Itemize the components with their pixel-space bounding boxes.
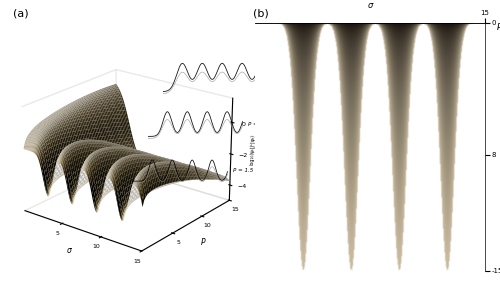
Text: P = 1.5: P = 1.5 bbox=[232, 168, 253, 173]
Text: P = 10: P = 10 bbox=[262, 75, 281, 80]
Text: P = 5: P = 5 bbox=[248, 122, 262, 127]
X-axis label: σ: σ bbox=[368, 1, 372, 10]
Text: (b): (b) bbox=[252, 8, 268, 18]
Y-axis label: P: P bbox=[200, 238, 205, 247]
Text: P: P bbox=[496, 23, 500, 32]
X-axis label: σ: σ bbox=[66, 246, 71, 255]
Text: (a): (a) bbox=[12, 8, 28, 18]
